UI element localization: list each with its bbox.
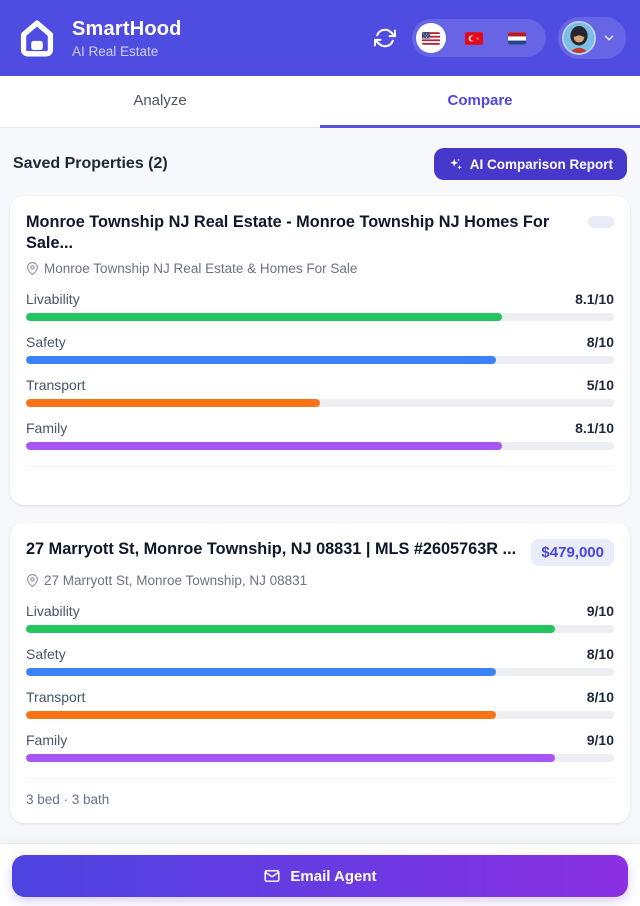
score-label: Family <box>26 732 68 749</box>
score-bar-fill <box>26 625 556 634</box>
brand: SmartHood AI Real Estate <box>14 15 182 61</box>
ai-comparison-report-label: AI Comparison Report <box>469 156 613 172</box>
nl-flag-icon <box>508 31 526 45</box>
score-value: 8/10 <box>586 689 614 706</box>
us-flag-icon <box>422 31 440 45</box>
price-badge: $479,000 <box>531 539 614 567</box>
score-label: Livability <box>26 603 80 620</box>
score-safety: Safety 8/10 <box>26 334 614 365</box>
chevron-down-icon <box>604 35 614 41</box>
property-title: 27 Marryott St, Monroe Township, NJ 0883… <box>26 540 517 559</box>
property-location: 27 Marryott St, Monroe Township, NJ 0883… <box>44 573 308 589</box>
language-switcher <box>412 19 546 57</box>
score-bar-track <box>26 625 614 634</box>
score-list: Livability 8.1/10 Safety 8/10 Transpor <box>26 291 614 451</box>
language-us[interactable] <box>416 23 446 53</box>
score-bar-fill <box>26 711 497 720</box>
ai-comparison-report-button[interactable]: AI Comparison Report <box>433 148 627 180</box>
property-location-row: 27 Marryott St, Monroe Township, NJ 0883… <box>26 573 614 588</box>
score-bar-fill <box>26 356 497 365</box>
email-agent-label: Email Agent <box>290 867 377 885</box>
app-subtitle: AI Real Estate <box>72 43 159 59</box>
email-agent-button[interactable]: Email Agent <box>12 855 628 897</box>
score-bar-track <box>26 754 614 763</box>
score-transport: Transport 5/10 <box>26 377 614 408</box>
bed-bath-details: 3 bed · 3 bath <box>26 792 110 808</box>
card-head: 27 Marryott St, Monroe Township, NJ 0883… <box>26 539 614 567</box>
property-title: Monroe Township NJ Real Estate - Monroe … <box>26 213 550 253</box>
score-label: Family <box>26 420 68 437</box>
card-footer-space <box>26 467 614 489</box>
tab-analyze[interactable]: Analyze <box>0 76 320 128</box>
score-value: 8.1/10 <box>575 291 614 308</box>
score-label: Safety <box>26 334 66 351</box>
property-location-row: Monroe Township NJ Real Estate & Homes F… <box>26 261 614 276</box>
score-bar-track <box>26 356 614 365</box>
score-bar-fill <box>26 313 503 322</box>
score-label: Transport <box>26 689 86 706</box>
score-bar-track <box>26 399 614 408</box>
mail-icon <box>264 870 280 882</box>
property-location: Monroe Township NJ Real Estate & Homes F… <box>44 261 358 277</box>
score-value: 9/10 <box>586 603 614 620</box>
score-bar-track <box>26 313 614 322</box>
card-divider <box>26 778 614 780</box>
score-value: 9/10 <box>586 732 614 749</box>
score-livability: Livability 8.1/10 <box>26 291 614 322</box>
score-label: Livability <box>26 291 80 308</box>
score-safety: Safety 8/10 <box>26 646 614 677</box>
app-title: SmartHood <box>72 17 182 40</box>
score-bar-fill <box>26 442 503 451</box>
compare-panel: Saved Properties (2) AI Comparison Repor… <box>0 128 640 824</box>
language-nl[interactable] <box>502 23 532 53</box>
app-header: SmartHood AI Real Estate <box>0 0 640 76</box>
score-transport: Transport 8/10 <box>26 689 614 720</box>
sparkles-icon <box>450 158 462 169</box>
tab-compare[interactable]: Compare <box>320 76 640 128</box>
score-label: Transport <box>26 377 86 394</box>
refresh-button[interactable] <box>370 23 400 53</box>
score-bar-fill <box>26 754 556 763</box>
property-card[interactable]: 27 Marryott St, Monroe Township, NJ 0883… <box>10 523 630 824</box>
score-bar-track <box>26 442 614 451</box>
footer-bar: Email Agent <box>0 843 640 906</box>
score-value: 8.1/10 <box>575 420 614 437</box>
refresh-icon <box>374 28 396 48</box>
score-bar-track <box>26 711 614 720</box>
score-livability: Livability 9/10 <box>26 603 614 634</box>
avatar <box>562 21 596 55</box>
location-pin-icon <box>27 262 38 276</box>
location-pin-icon <box>27 574 38 588</box>
card-divider <box>26 466 614 468</box>
tr-flag-icon <box>465 31 483 45</box>
score-value: 5/10 <box>586 377 614 394</box>
score-bar-fill <box>26 668 497 677</box>
price-placeholder-badge <box>588 216 614 228</box>
score-label: Safety <box>26 646 66 663</box>
score-value: 8/10 <box>586 646 614 663</box>
language-tr[interactable] <box>459 23 489 53</box>
header-actions <box>370 17 626 59</box>
card-head: Monroe Township NJ Real Estate - Monroe … <box>26 212 614 254</box>
score-value: 8/10 <box>586 334 614 351</box>
property-card[interactable]: Monroe Township NJ Real Estate - Monroe … <box>10 196 630 506</box>
saved-properties-heading: Saved Properties (2) <box>13 155 168 172</box>
tab-bar: Analyze Compare <box>0 76 640 128</box>
brand-text: SmartHood AI Real Estate <box>72 18 182 59</box>
user-menu[interactable] <box>558 17 626 59</box>
score-family: Family 9/10 <box>26 732 614 763</box>
saved-properties-row: Saved Properties (2) AI Comparison Repor… <box>10 148 630 196</box>
score-list: Livability 9/10 Safety 8/10 Transport <box>26 603 614 763</box>
score-bar-fill <box>26 399 320 408</box>
home-logo-icon <box>20 20 54 57</box>
score-bar-track <box>26 668 614 677</box>
score-family: Family 8.1/10 <box>26 420 614 451</box>
